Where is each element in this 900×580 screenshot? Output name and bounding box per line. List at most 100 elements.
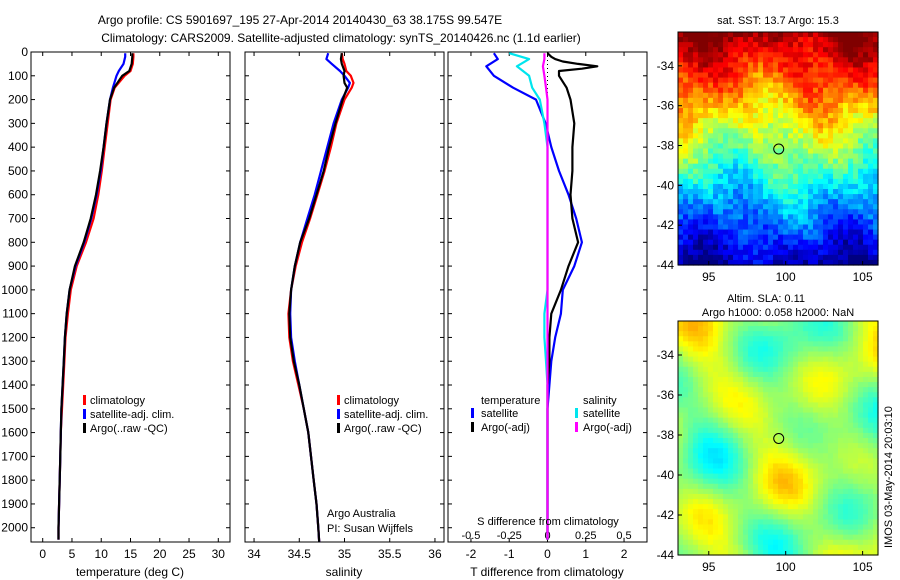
map-cell (768, 443, 774, 449)
map-cell (743, 407, 749, 414)
map-cell (873, 72, 879, 79)
map-cell (828, 239, 834, 246)
map-cell (863, 183, 869, 190)
map-cell (763, 209, 769, 215)
map-cell (698, 478, 704, 485)
map-cell (678, 519, 684, 526)
legend-label-sal-argo: Argo(-adj) (583, 422, 632, 434)
map-cell (873, 427, 879, 434)
map-cell (873, 407, 879, 414)
map-cell (753, 47, 759, 53)
map-cell (758, 346, 764, 353)
map-cell (793, 259, 799, 266)
s-tick-label: -0.25 (497, 530, 522, 542)
map-cell (868, 254, 874, 261)
map-cell (768, 173, 774, 180)
map-cell (693, 356, 699, 363)
map-cell (733, 133, 739, 139)
map-cell (788, 443, 794, 449)
map-cell (853, 163, 859, 170)
map-cell (873, 168, 879, 175)
map-cell (788, 209, 794, 215)
map-cell (783, 138, 789, 145)
map-cell (773, 387, 779, 393)
map-cell (823, 529, 829, 536)
map-cell (788, 113, 794, 119)
map-cell (723, 483, 729, 490)
map-cell (678, 209, 684, 215)
map-cell (813, 229, 819, 236)
map-cell (738, 194, 744, 200)
map-cell (733, 62, 739, 69)
map-cell (848, 361, 854, 368)
map-cell (758, 453, 764, 459)
map-cell (678, 224, 684, 231)
map-cell (793, 382, 799, 388)
map-cell (838, 478, 844, 485)
map-cell (763, 321, 769, 327)
map-cell (678, 499, 684, 505)
map-cell (873, 488, 879, 495)
map-cell (838, 113, 844, 119)
map-cell (818, 361, 824, 368)
map-cell (848, 488, 854, 495)
map-cell (793, 214, 799, 221)
map-cell (778, 504, 784, 510)
map-cell (748, 448, 754, 454)
map-cell (683, 351, 689, 358)
map-cell (828, 209, 834, 215)
map-cell (738, 158, 744, 165)
map-cell (788, 534, 794, 541)
x-tick-label: 1 (582, 547, 589, 561)
map-cell (858, 407, 864, 414)
depth-tick-label: 1900 (1, 497, 28, 511)
map-cell (808, 504, 814, 510)
map-cell (693, 204, 699, 210)
map-cell (688, 143, 694, 150)
map-cell (728, 204, 734, 210)
map-cell (783, 366, 789, 373)
map-cell (733, 478, 739, 485)
map-cell (823, 483, 829, 490)
map-cell (738, 504, 744, 510)
map-cell (788, 72, 794, 79)
map-cell (738, 432, 744, 439)
map-cell (733, 346, 739, 353)
map-cell (873, 153, 879, 160)
map-cell (723, 234, 729, 241)
map-cell (803, 158, 809, 165)
map-cell (703, 249, 709, 256)
map-cell (873, 259, 879, 266)
map-cell (713, 113, 719, 119)
map-cell (778, 183, 784, 190)
map-cell (788, 321, 794, 327)
map-cell (723, 351, 729, 358)
map-cell (733, 97, 739, 104)
map-cell (748, 32, 754, 38)
map-cell (708, 72, 714, 79)
map-cell (708, 82, 714, 89)
map-cell (773, 539, 779, 546)
map-cell (818, 504, 824, 510)
map-cell (873, 37, 879, 43)
map-cell (833, 254, 839, 261)
map-cell (808, 387, 814, 393)
map-cell (778, 128, 784, 134)
map-cell (688, 199, 694, 205)
map-cell (683, 87, 689, 94)
map-cell (798, 37, 804, 43)
map-cell (803, 539, 809, 546)
map-cell (698, 376, 704, 383)
map-cell (788, 366, 794, 373)
map-cell (723, 67, 729, 74)
map-cell (728, 173, 734, 180)
map-cell (823, 67, 829, 74)
map-cell (678, 443, 684, 449)
map-cell (683, 331, 689, 337)
map-cell (828, 478, 834, 485)
map-cell (723, 143, 729, 150)
map-cell (708, 519, 714, 526)
map-cell (773, 376, 779, 383)
map-cell (703, 321, 709, 327)
map-cell (773, 214, 779, 221)
